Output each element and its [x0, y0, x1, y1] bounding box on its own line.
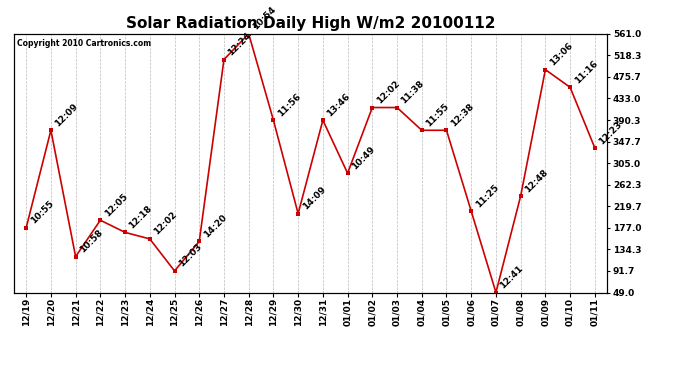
Text: 10:49: 10:49 [350, 144, 377, 171]
Text: 11:38: 11:38 [400, 79, 426, 105]
Title: Solar Radiation Daily High W/m2 20100112: Solar Radiation Daily High W/m2 20100112 [126, 16, 495, 31]
Text: 12:02: 12:02 [152, 210, 179, 237]
Text: 10:58: 10:58 [78, 228, 105, 255]
Text: 14:09: 14:09 [301, 185, 327, 211]
Text: 11:16: 11:16 [573, 59, 599, 85]
Text: 11:55: 11:55 [424, 102, 451, 128]
Text: 12:02: 12:02 [375, 79, 402, 105]
Text: 12:18: 12:18 [128, 204, 154, 230]
Text: 10:54: 10:54 [251, 5, 278, 32]
Text: 11:56: 11:56 [276, 92, 302, 118]
Text: 12:23: 12:23 [598, 119, 624, 146]
Text: 12:09: 12:09 [53, 102, 80, 128]
Text: 12:24: 12:24 [226, 31, 253, 57]
Text: Copyright 2010 Cartronics.com: Copyright 2010 Cartronics.com [17, 39, 151, 48]
Text: 12:38: 12:38 [449, 102, 475, 128]
Text: 10:55: 10:55 [29, 199, 55, 226]
Text: 11:25: 11:25 [474, 183, 500, 209]
Text: 12:05: 12:05 [103, 192, 129, 218]
Text: 12:03: 12:03 [177, 242, 204, 269]
Text: 12:41: 12:41 [498, 264, 525, 291]
Text: 14:20: 14:20 [201, 213, 228, 239]
Text: 12:48: 12:48 [523, 167, 550, 194]
Text: 13:06: 13:06 [548, 41, 574, 68]
Text: 13:46: 13:46 [326, 92, 352, 118]
